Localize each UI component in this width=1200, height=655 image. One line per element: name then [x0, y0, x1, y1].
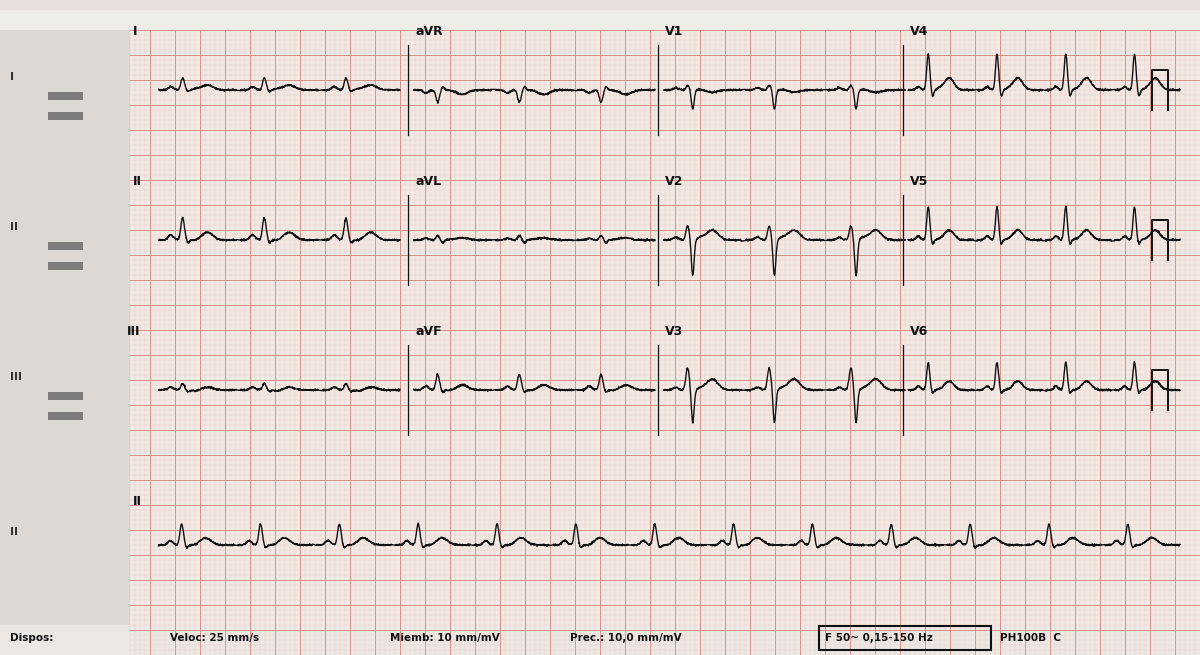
Text: II: II [10, 222, 18, 232]
Bar [0, 625, 1200, 655]
Text: PH100B  C: PH100B C [1000, 633, 1061, 643]
Text: F 50~ 0,15-150 Hz: F 50~ 0,15-150 Hz [826, 633, 932, 643]
Text: V1: V1 [665, 25, 683, 38]
Text: Dispos:: Dispos: [10, 633, 53, 643]
Text: II: II [133, 495, 142, 508]
Text: Miemb: 10 mm/mV: Miemb: 10 mm/mV [390, 633, 499, 643]
Text: II: II [10, 527, 18, 537]
Text: aVF: aVF [415, 325, 442, 338]
Text: Prec.: 10,0 mm/mV: Prec.: 10,0 mm/mV [570, 633, 682, 643]
Text: I: I [10, 72, 14, 82]
Text: aVL: aVL [415, 175, 442, 188]
Text: II: II [133, 175, 142, 188]
Bar [48, 412, 83, 420]
Text: III: III [127, 325, 140, 338]
Text: III: III [10, 372, 22, 382]
Bar [0, 0, 1200, 10]
Bar [48, 392, 83, 400]
Text: I: I [133, 25, 138, 38]
Bar [0, 0, 130, 655]
Text: V2: V2 [665, 175, 683, 188]
Text: Veloc: 25 mm/s: Veloc: 25 mm/s [170, 633, 259, 643]
Text: V3: V3 [665, 325, 683, 338]
Text: V6: V6 [910, 325, 929, 338]
Bar [48, 262, 83, 270]
Bar [48, 242, 83, 250]
Text: V5: V5 [910, 175, 929, 188]
Bar [48, 112, 83, 120]
Text: aVR: aVR [415, 25, 443, 38]
Text: V4: V4 [910, 25, 929, 38]
Bar [0, 0, 1200, 30]
Bar [48, 92, 83, 100]
